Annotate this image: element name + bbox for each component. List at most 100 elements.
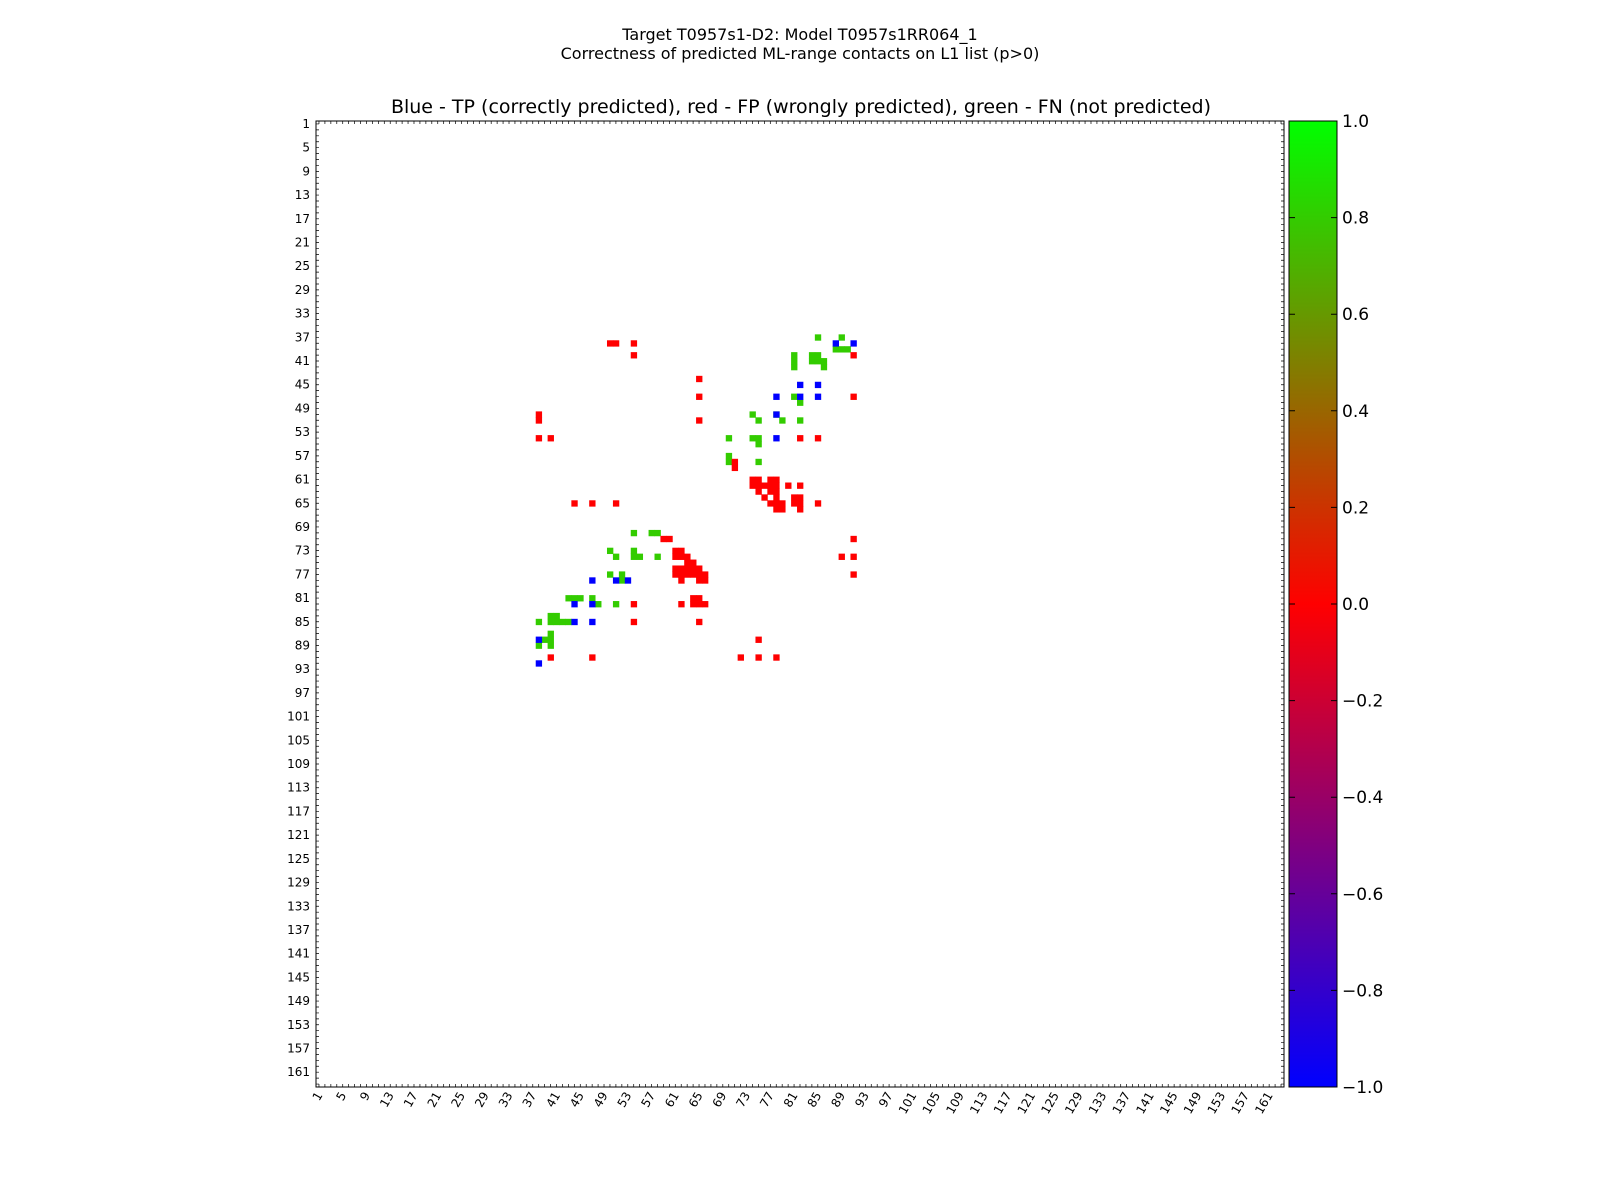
x-tick-label: 113 [967,1090,991,1117]
cell-tp [773,393,780,400]
cell-fp [761,482,768,489]
cell-tp [612,577,620,584]
y-tick-label: 21 [295,235,310,249]
colorbar-tick-label: 0.2 [1342,498,1369,518]
cell-fp [767,500,774,507]
cell-fn [832,346,839,353]
cell-fp [660,535,667,543]
x-tick-label: 161 [1252,1090,1276,1117]
figure-suptitle-line2: Correctness of predicted ML-range contac… [561,44,1040,63]
x-tick-label: 57 [638,1090,658,1110]
cell-fp [696,375,703,383]
cell-fp [850,571,857,578]
cell-fp [797,494,804,501]
cell-fp [773,506,780,513]
cell-fn [547,612,554,620]
cell-fp [672,565,679,572]
cell-fn [541,636,549,643]
cell-fn [565,595,572,602]
cell-fn [844,346,851,353]
cell-fp [589,654,596,661]
cell-fp [791,494,798,501]
cell-tp [589,601,596,608]
x-tick-label: 97 [876,1090,896,1110]
cell-fn [577,595,584,602]
cell-fp [702,601,709,608]
cell-fn [808,352,816,359]
cell-fp [696,571,703,578]
contact-cells [535,334,857,667]
x-tick-label: 137 [1110,1090,1134,1117]
x-tick-label: 89 [828,1090,848,1110]
x-tick-label: 81 [781,1090,801,1110]
y-tick-label: 1 [302,117,310,131]
cell-fn [725,435,733,442]
cell-fp [779,506,786,513]
cell-fn [820,363,828,371]
cell-fp [678,565,685,572]
cell-fn [791,352,798,359]
cell-fp [672,571,679,578]
cell-fp [773,494,780,501]
x-tick-label: 145 [1157,1090,1181,1117]
cell-fp [678,547,685,555]
cell-fp [773,476,780,483]
cell-fn [749,411,756,418]
cell-fp [690,565,697,572]
cell-fp [547,654,554,661]
cell-fp [731,458,739,466]
cell-fn [547,636,554,643]
cell-fn [589,595,596,602]
cell-fp [535,435,543,442]
y-tick-label: 77 [295,567,310,581]
x-tick-label: 1 [310,1090,326,1104]
cell-fp [779,500,786,507]
y-tick-label: 141 [287,947,310,961]
cell-fp [690,601,697,608]
cell-fn [612,601,620,608]
cell-fp [850,553,857,560]
colorbar-tick-label: 1.0 [1342,112,1369,132]
cell-fn [749,435,756,442]
cell-fp [696,565,703,572]
cell-fp [678,571,685,578]
cell-tp [832,340,839,347]
cell-fn [838,346,845,353]
cell-fp [690,559,697,566]
colorbar-tick-label: 0.8 [1342,209,1369,229]
cell-fp [678,577,685,584]
cell-tp [535,660,543,667]
cell-fp [797,482,804,489]
cell-fp [755,476,762,483]
colorbar-tick-label: −0.6 [1342,885,1383,905]
x-tick-label: 133 [1086,1090,1110,1117]
cell-fp [630,352,638,359]
y-tick-label: 129 [287,876,310,890]
cell-fn [654,553,661,560]
cell-fn [820,358,828,365]
y-tick-label: 89 [295,638,310,652]
cell-fp [737,654,744,661]
cell-fn [779,417,786,424]
cell-tp [814,381,822,389]
cell-fn [814,334,822,341]
cell-fp [547,435,554,442]
cell-fp [773,500,780,507]
x-tick-label: 41 [543,1090,563,1110]
y-tick-label: 73 [295,544,310,558]
cell-fp [612,340,620,347]
cell-fn [565,618,572,626]
x-tick-label: 129 [1062,1090,1086,1117]
colorbar-tick-label: −0.2 [1342,692,1383,712]
cell-fn [553,618,560,626]
cell-fn [559,618,566,626]
cell-fn [797,399,804,406]
x-tick-label: 25 [448,1090,468,1110]
y-tick-label: 85 [295,615,310,629]
y-tick-label: 13 [295,188,310,202]
cell-fp [684,571,691,578]
cell-fn [808,358,816,365]
cell-fn [606,547,614,555]
cell-fn [814,358,822,365]
cell-fp [666,535,673,543]
